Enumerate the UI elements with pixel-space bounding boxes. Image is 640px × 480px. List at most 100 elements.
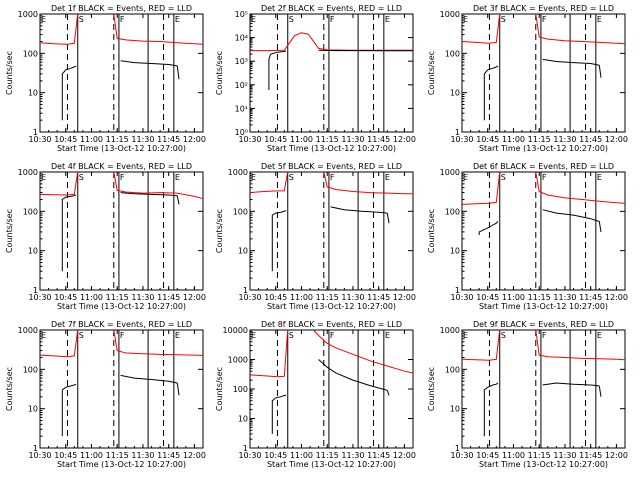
x-axis-label: Start Time (13-Oct-12 10:27:00) bbox=[267, 460, 396, 469]
y-tick-label: 1 bbox=[33, 286, 38, 295]
time-marker-label: F bbox=[542, 331, 547, 340]
x-tick-label: 11:00 bbox=[80, 451, 103, 460]
time-marker-label: S bbox=[501, 173, 506, 182]
event-rate-line bbox=[542, 209, 600, 222]
event-rate-line bbox=[598, 65, 602, 78]
lld-rate-line bbox=[535, 13, 626, 45]
y-axis-label: Counts/sec bbox=[5, 51, 14, 95]
time-marker-label: F bbox=[120, 173, 125, 182]
y-tick-label: 10⁰ bbox=[235, 128, 248, 137]
lld-rate-line bbox=[461, 329, 501, 361]
x-tick-label: 11:30 bbox=[341, 451, 364, 460]
x-tick-label: 10:30 bbox=[450, 293, 473, 302]
lld-rate-line bbox=[113, 13, 204, 45]
y-axis-label: Counts/sec bbox=[215, 367, 224, 411]
event-rate-line bbox=[483, 382, 499, 437]
panel-2: Det 2f BLACK = Events, RED = LLD 10:30 10:… bbox=[215, 4, 416, 153]
y-tick-label: 1000 bbox=[18, 10, 38, 19]
y-tick-label: 10 bbox=[450, 405, 460, 414]
lld-rate-line bbox=[249, 329, 289, 378]
x-tick-label: 10:45 bbox=[264, 451, 287, 460]
x-tick-label: 11:15 bbox=[528, 451, 551, 460]
y-tick-label: 1 bbox=[33, 444, 38, 453]
time-marker-label: E bbox=[41, 331, 46, 340]
x-tick-label: 10:30 bbox=[28, 135, 51, 144]
event-rate-line bbox=[318, 49, 413, 52]
y-tick-label: 100 bbox=[233, 385, 248, 394]
x-tick-label: 11:30 bbox=[131, 135, 154, 144]
y-axis-label: Counts/sec bbox=[427, 51, 436, 95]
y-tick-label: 1 bbox=[455, 286, 460, 295]
x-tick-label: 11:00 bbox=[502, 135, 525, 144]
time-marker-label: E bbox=[385, 331, 390, 340]
x-tick-label: 11:30 bbox=[553, 135, 576, 144]
time-marker-label: F bbox=[330, 15, 335, 24]
x-axis-label: Start Time (13-Oct-12 10:27:00) bbox=[479, 302, 608, 311]
x-tick-label: 10:45 bbox=[54, 135, 77, 144]
lld-rate-line bbox=[461, 13, 501, 44]
x-tick-label: 11:00 bbox=[502, 293, 525, 302]
time-marker-label: E bbox=[41, 15, 46, 24]
panel-title: Det 4f BLACK = Events, RED = LLD bbox=[51, 162, 192, 171]
y-tick-label: 10 bbox=[28, 405, 38, 414]
y-tick-label: 1000 bbox=[440, 10, 460, 19]
time-marker-label: E bbox=[463, 173, 468, 182]
x-tick-label: 11:15 bbox=[106, 451, 129, 460]
panel-8: Det 8f BLACK = Events, RED = LLD 10:30 10:… bbox=[215, 320, 416, 469]
x-tick-label: 11:30 bbox=[553, 293, 576, 302]
x-tick-label: 10:45 bbox=[476, 135, 499, 144]
y-tick-label: 10⁵ bbox=[235, 10, 248, 19]
y-tick-label: 1000 bbox=[18, 326, 38, 335]
y-tick-label: 10³ bbox=[235, 57, 248, 66]
panel-title: Det 2f BLACK = Events, RED = LLD bbox=[261, 4, 402, 13]
y-axis-label: Counts/sec bbox=[215, 209, 224, 253]
y-tick-label: 100 bbox=[445, 207, 460, 216]
lld-rate-line bbox=[39, 171, 79, 196]
time-marker-label: E bbox=[251, 173, 256, 182]
y-tick-label: 1000 bbox=[228, 168, 248, 177]
event-rate-line bbox=[120, 60, 178, 67]
y-axis-label: Counts/sec bbox=[5, 367, 14, 411]
x-tick-label: 11:45 bbox=[157, 451, 180, 460]
lld-rate-line bbox=[113, 329, 204, 356]
y-tick-label: 10¹ bbox=[235, 104, 248, 113]
time-marker-label: E bbox=[463, 15, 468, 24]
time-marker-label: E bbox=[251, 331, 256, 340]
x-tick-label: 11:30 bbox=[131, 293, 154, 302]
x-axis-label: Start Time (13-Oct-12 10:27:00) bbox=[57, 302, 186, 311]
panel-5: Det 5f BLACK = Events, RED = LLD 10:30 10:… bbox=[215, 162, 416, 311]
y-tick-label: 10 bbox=[450, 89, 460, 98]
x-tick-label: 11:45 bbox=[367, 293, 390, 302]
y-tick-label: 1000 bbox=[18, 168, 38, 177]
time-marker-label: S bbox=[289, 173, 294, 182]
plot-frame bbox=[249, 329, 414, 449]
y-tick-label: 10 bbox=[238, 415, 248, 424]
plot-frame bbox=[39, 171, 204, 291]
x-tick-label: 11:00 bbox=[502, 451, 525, 460]
x-tick-label: 11:45 bbox=[157, 135, 180, 144]
x-tick-label: 10:30 bbox=[238, 451, 261, 460]
time-marker-label: S bbox=[79, 331, 84, 340]
x-tick-label: 11:45 bbox=[579, 135, 602, 144]
y-axis-label: Counts/sec bbox=[427, 367, 436, 411]
event-rate-line bbox=[318, 359, 388, 391]
event-rate-line bbox=[176, 382, 180, 396]
x-axis-label: Start Time (13-Oct-12 10:27:00) bbox=[479, 144, 608, 153]
time-marker-label: S bbox=[79, 173, 84, 182]
lld-rate-line bbox=[323, 171, 413, 195]
x-axis-label: Start Time (13-Oct-12 10:27:00) bbox=[267, 144, 396, 153]
event-rate-line bbox=[542, 58, 600, 66]
x-tick-label: 10:30 bbox=[450, 451, 473, 460]
x-axis-label: Start Time (13-Oct-12 10:27:00) bbox=[57, 144, 186, 153]
time-marker-label: S bbox=[501, 331, 506, 340]
panel-title: Det 8f BLACK = Events, RED = LLD bbox=[261, 320, 402, 329]
panel-title: Det 6f BLACK = Events, RED = LLD bbox=[473, 162, 614, 171]
event-rate-line bbox=[598, 385, 602, 397]
x-tick-label: 12:00 bbox=[393, 451, 416, 460]
x-tick-label: 11:30 bbox=[341, 135, 364, 144]
time-marker-label: S bbox=[79, 15, 84, 24]
panel-title: Det 7f BLACK = Events, RED = LLD bbox=[51, 320, 192, 329]
x-tick-label: 11:45 bbox=[157, 293, 180, 302]
time-marker-label: F bbox=[120, 15, 125, 24]
x-tick-label: 12:00 bbox=[183, 293, 206, 302]
